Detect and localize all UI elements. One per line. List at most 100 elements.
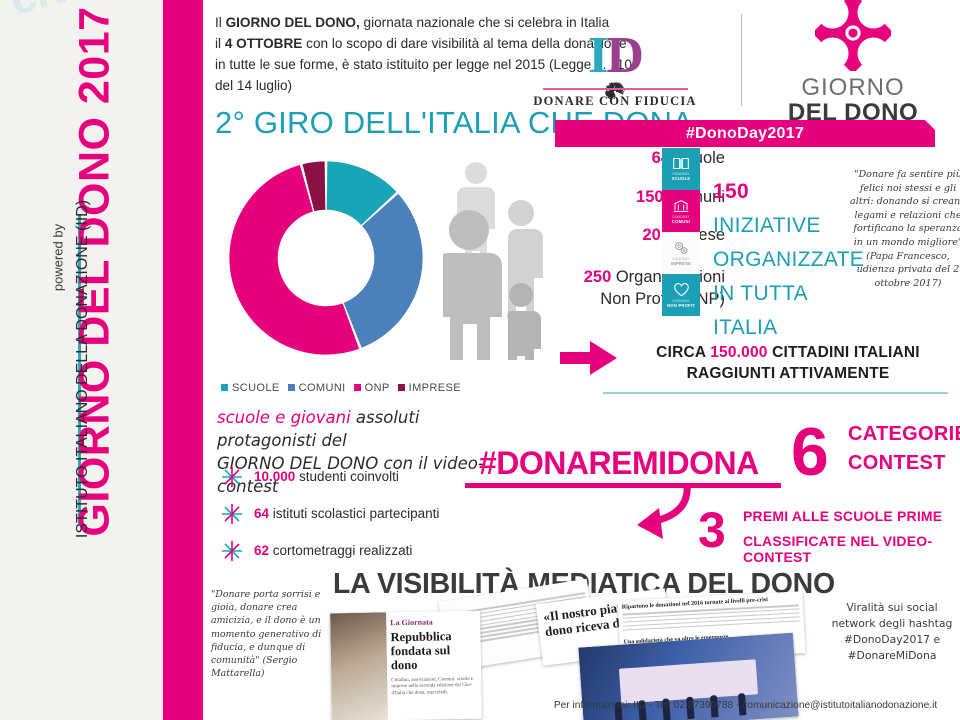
hashtag-banner: #DonoDay2017	[555, 120, 935, 147]
scuole-giovani-highlight: scuole e giovani	[217, 408, 351, 427]
chart-legend: SCUOLE COMUNI ONP IMPRESE	[221, 382, 461, 394]
teal-divider	[603, 392, 948, 394]
cittadini-number: 150.000	[710, 344, 768, 361]
bullet-studenti: 10.000 studenti coinvolti	[219, 458, 519, 495]
intro-paragraph: Il GIORNO DEL DONO, giornata nazionale c…	[215, 12, 685, 96]
intro-line1-post: giornata nazionale che si celebra in Ita…	[359, 15, 610, 30]
heart-icon	[673, 282, 689, 296]
iniziative-number: 150	[713, 180, 749, 203]
premi-label-line1: PREMI ALLE SCUOLE PRIME	[743, 508, 943, 524]
sidebar-pink-bar	[163, 0, 203, 720]
categorie-label-line2: CONTEST	[848, 452, 946, 474]
iid-letter-d: D	[606, 27, 644, 84]
sidebar: dono civile gratuità ufficiale fiducia c…	[0, 0, 163, 720]
building-icon	[673, 199, 689, 212]
giorno-del-dono-logo: GIORNO DEL DONO	[752, 0, 954, 125]
badge-non-profit-sub: DONODAY	[672, 298, 690, 303]
badge-non-profit-label: NON PROFIT	[667, 302, 695, 308]
donut-chart	[221, 152, 431, 364]
legend-item-imprese: IMPRESE	[397, 382, 461, 394]
stat-imprese-value: 20	[642, 226, 661, 244]
cittadini-post: CITTADINI ITALIANI	[767, 344, 920, 361]
bullet-cortometraggi: 62 cortometraggi realizzati	[219, 532, 519, 569]
clipping-photo	[330, 612, 388, 720]
footer-contact: Per informazioni: IID - Tel. 02.87390788…	[553, 700, 938, 711]
clipping-repubblica: La Giornata Repubblica fondata sul dono …	[330, 610, 482, 720]
badge-scuole: DONODAY SCUOLE	[662, 148, 700, 190]
iid-letter-i: I	[588, 27, 608, 84]
scuole-giovani-text: scuole e giovani assoluti protagonisti d…	[217, 406, 517, 498]
sidebar-organization: ISTITUTO ITALIANO DELLA DONAZIONE (IID)	[74, 199, 91, 539]
cittadini-raggiunti: CIRCA 150.000 CITTADINI ITALIANI RAGGIUN…	[623, 342, 953, 384]
legend-swatch	[397, 384, 405, 391]
bullet-istituti-value: 64	[254, 506, 270, 521]
iid-tagline: DONARE CON FIDUCIA	[533, 94, 697, 108]
iid-monogram: ID	[499, 30, 731, 82]
main-content: Il GIORNO DEL DONO, giornata nazionale c…	[203, 0, 960, 720]
iniziative-word1: INIZIATIVE	[713, 214, 821, 237]
bullet-istituti: 64 istituti scolastici partecipanti	[219, 495, 519, 532]
stat-onp-value: 250	[583, 267, 612, 286]
intro-line1-bold: GIORNO DEL DONO,	[225, 15, 360, 30]
sidebar-divider-rule	[78, 214, 81, 526]
bullet-istituti-text: 64 istituti scolastici partecipanti	[254, 506, 439, 521]
intro-line2-post: con lo scopo di dare visibilità al tema …	[302, 36, 627, 51]
bullet-cortometraggi-label: cortometraggi realizzati	[269, 543, 413, 558]
badge-scuole-label: SCUOLE	[671, 176, 691, 181]
iniziative-line2: ORGANIZZATE	[713, 248, 865, 271]
bullet-list: 10.000 studenti coinvolti 64 istituti sc…	[219, 458, 519, 569]
iniziative-block: 150 INIZIATIVE ORGANIZZATE IN TUTTA ITAL…	[713, 175, 864, 345]
clipping-headline: Repubblica fondata sul dono	[390, 629, 452, 673]
gears-icon	[675, 241, 688, 254]
viral-text: Viralità sui social network degli hashta…	[831, 601, 953, 662]
donut-slice-imprese	[302, 161, 326, 212]
asterisk-star-icon	[222, 503, 242, 524]
hashtag-underline	[465, 483, 781, 488]
badge-imprese-label: IMPRESE	[670, 260, 692, 266]
book-icon	[673, 157, 689, 170]
papa-francesco-quote: "Donare fa sentire più felici noi stessi…	[850, 169, 960, 289]
intro-line3: in tutte le sue forme, è stato istituito…	[215, 57, 632, 72]
logo-block: ISTITUTO ITALIANO DONAZIONE ID DONARE CO…	[499, 0, 954, 150]
pink-arrow-icon	[560, 340, 618, 381]
scuole-giovani-rest: assoluti protagonisti del	[217, 408, 420, 450]
badge-comuni-sub: DONODAY	[672, 214, 690, 219]
badge-comuni-label: COMUNI	[671, 218, 691, 224]
legend-item-onp: ONP	[353, 382, 390, 394]
asterisk-star-icon	[222, 466, 242, 487]
legend-swatch	[353, 384, 361, 391]
mattarella-quote: "Donare porta sorrisi e gioia, donare cr…	[211, 589, 322, 680]
bullet-istituti-label: istituti scolastici partecipanti	[269, 506, 440, 521]
icon-badge-column: DONODAY SCUOLE DONODAY COMUNI DONODAY IM…	[662, 148, 700, 316]
bullet-studenti-label: studenti coinvolti	[295, 469, 399, 484]
iid-underline	[543, 88, 688, 90]
intro-line2-bold: 4 OTTOBRE	[224, 36, 303, 51]
badge-comuni: DONODAY COMUNI	[662, 190, 700, 232]
categorie-number: 6	[791, 414, 829, 490]
intro-line2-pre: il	[215, 36, 225, 51]
premi-number: 3	[698, 502, 726, 558]
cittadini-line2: RAGGIUNTI ATTIVAMENTE	[686, 365, 890, 382]
clipping-kicker: La Giornata	[390, 617, 433, 628]
legend-swatch	[287, 384, 295, 391]
donut-slice-comuni	[343, 193, 423, 348]
badge-non-profit: DONODAY NON PROFIT	[662, 274, 700, 316]
legend-item-scuole: SCUOLE	[221, 382, 280, 394]
intro-line4: del 14 luglio)	[215, 78, 293, 93]
curved-arrow-icon	[575, 482, 695, 549]
legend-swatch	[221, 384, 228, 391]
gdd-brand-line1: GIORNO	[801, 73, 905, 101]
stat-comuni-value: 150	[636, 187, 664, 206]
bullet-studenti-value: 10.000	[254, 469, 296, 484]
badge-scuole-sub: DONODAY	[672, 172, 690, 176]
premi-label-line2: CLASSIFICATE NEL VIDEO-CONTEST	[743, 533, 933, 565]
donut-slice-scuole	[326, 161, 397, 225]
categorie-label-line1: CATEGORIE	[848, 423, 960, 445]
iid-logo: ISTITUTO ITALIANO DONAZIONE ID DONARE CO…	[499, 4, 731, 116]
bullet-cortometraggi-text: 62 cortometraggi realizzati	[254, 543, 412, 558]
hashtag-donaremidona: #DONAREMIDONA	[479, 445, 759, 481]
bullet-cortometraggi-value: 62	[254, 543, 270, 558]
cittadini-pre: CIRCA	[656, 344, 711, 361]
legend-item-comuni: COMUNI	[287, 382, 346, 394]
